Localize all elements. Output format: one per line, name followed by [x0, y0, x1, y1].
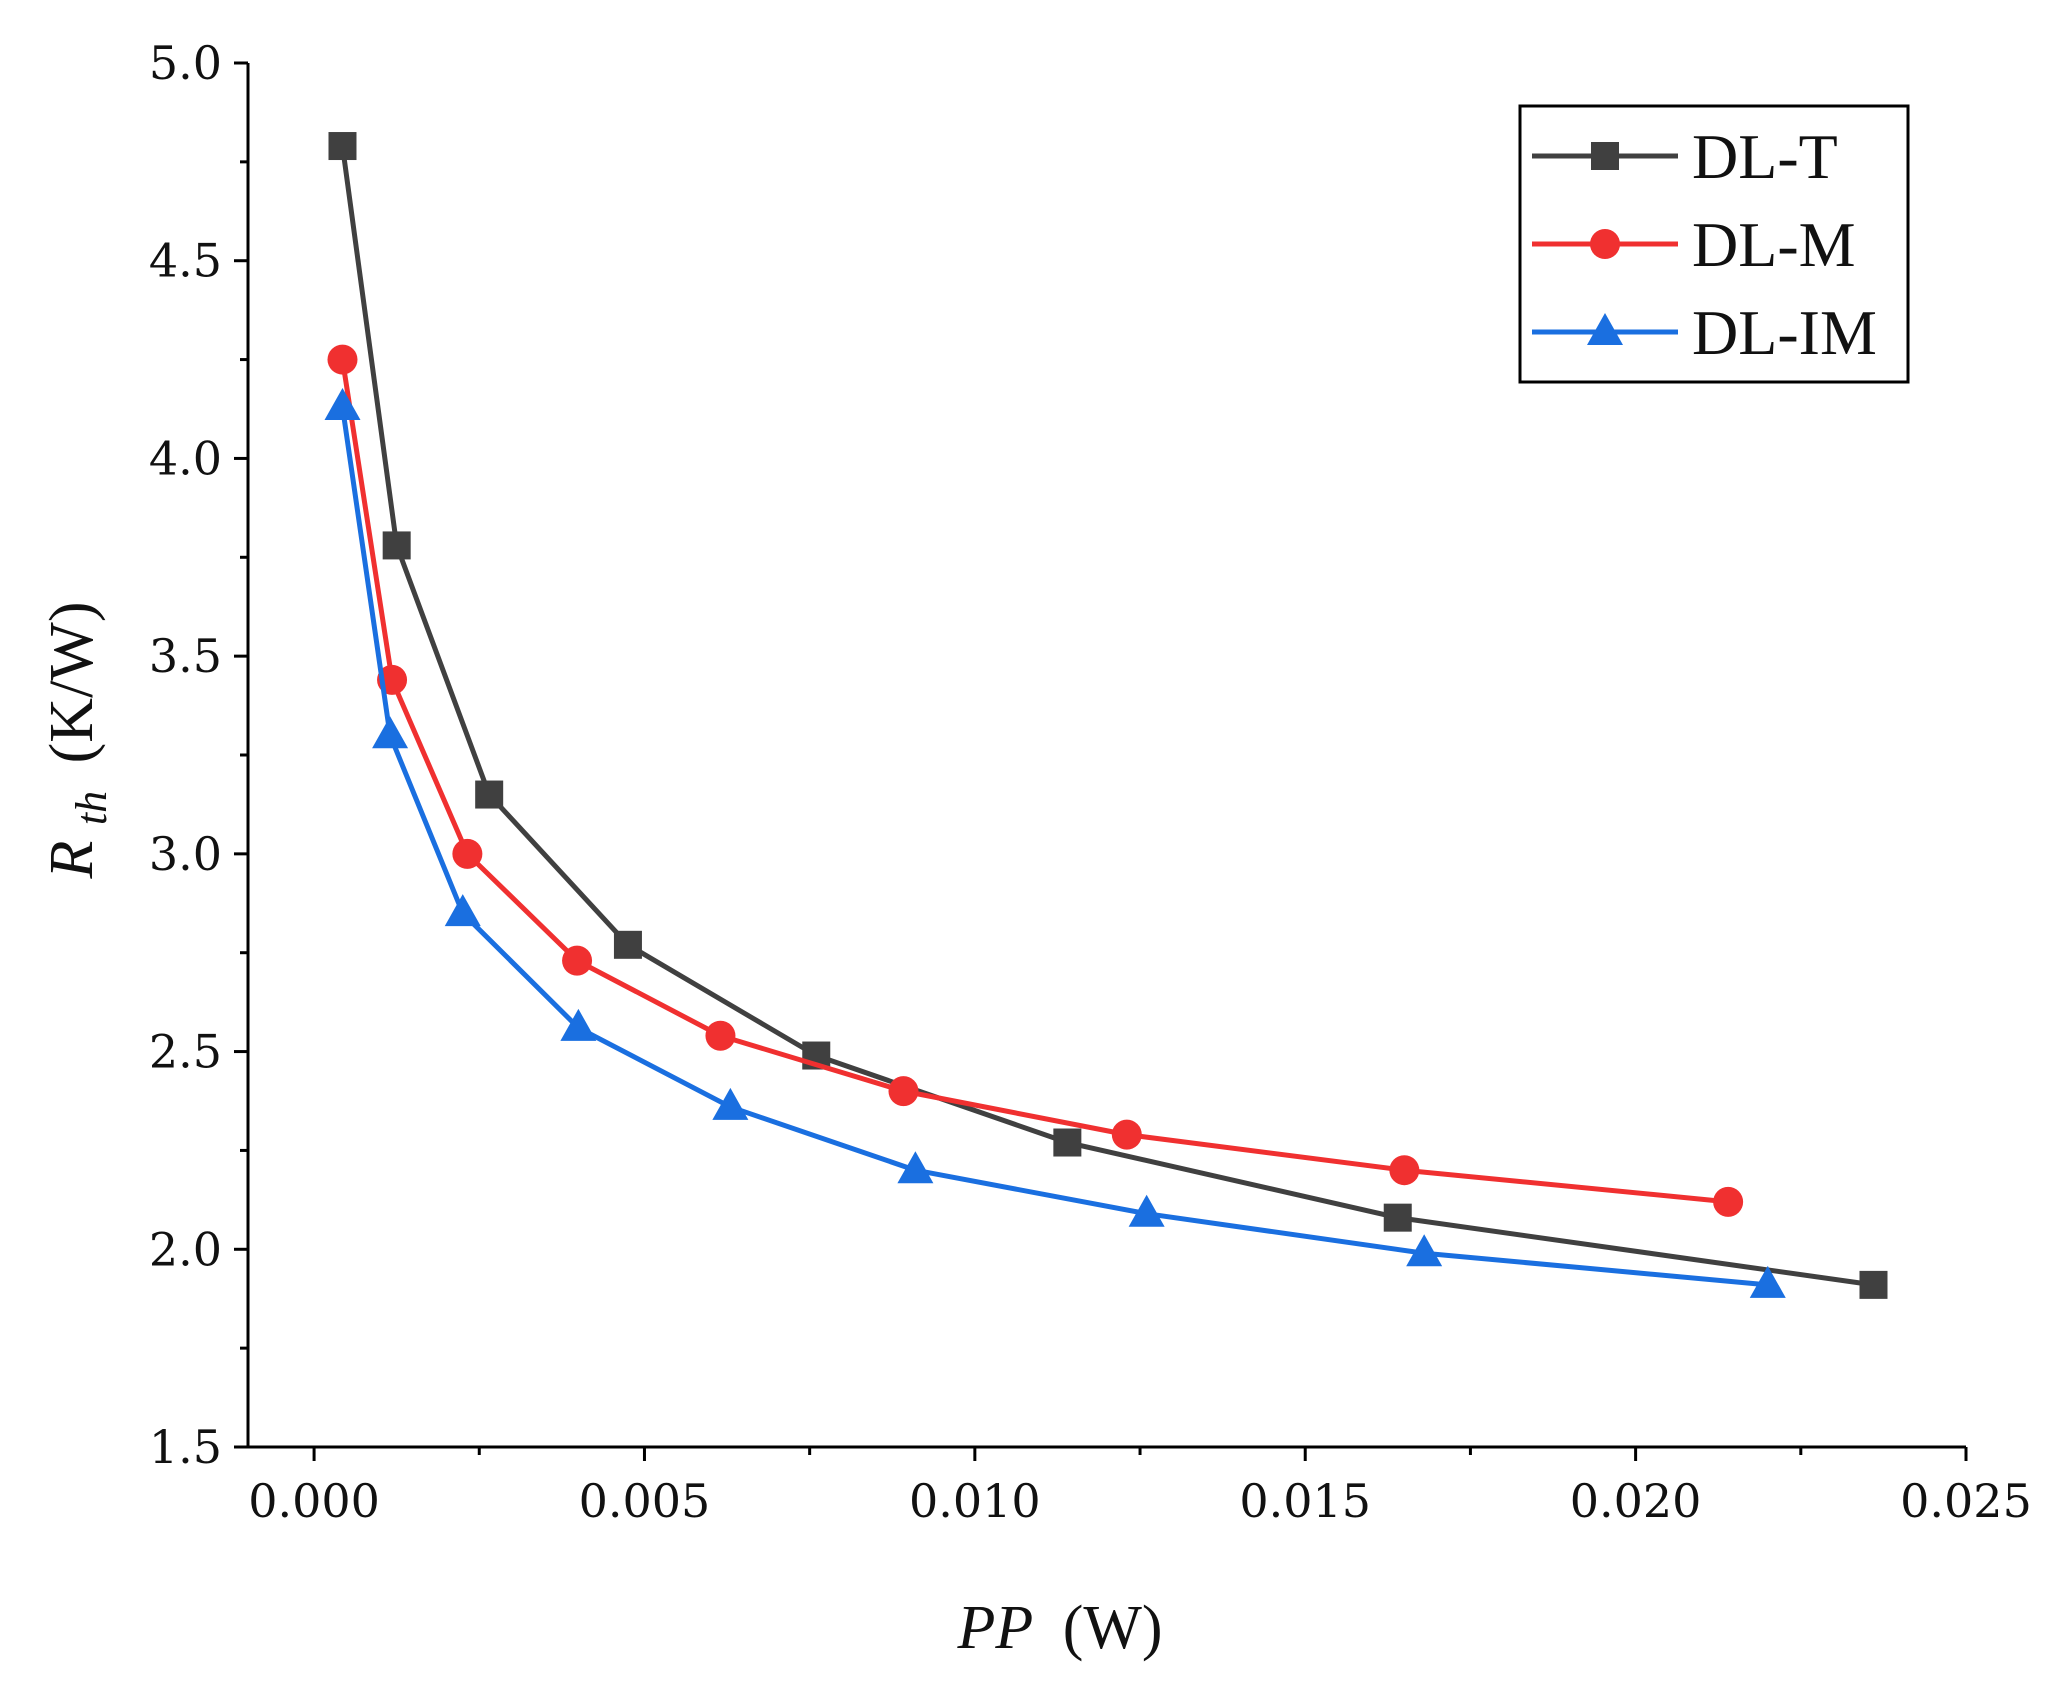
- data-point-dl-m: [562, 945, 593, 976]
- data-point-dl-m: [327, 344, 358, 375]
- legend-label-dl-m: DL-M: [1692, 209, 1856, 280]
- axes: 1.5 2.0 2.5 3.0 3.5 4.0 4.5 5.0 0.000 0.005 0.010 0…: [149, 36, 2032, 1528]
- data-point-dl-im: [372, 716, 409, 749]
- y-tick-label: 3.0: [149, 827, 222, 881]
- y-tick-label: 1.5: [149, 1420, 222, 1474]
- series-dl-m: [327, 344, 1744, 1217]
- data-point-dl-im: [1749, 1265, 1786, 1298]
- y-tick-label: 4.5: [149, 234, 222, 288]
- data-point-dl-t: [1053, 1128, 1082, 1157]
- legend-label-dl-t: DL-T: [1692, 121, 1838, 192]
- series-line-dl-t: [340, 145, 1874, 1288]
- y-axis-title-unit: (K/W): [38, 602, 106, 764]
- y-tick-label: 4.0: [149, 431, 222, 485]
- legend-marker-dl-im: [1587, 313, 1623, 345]
- legend-marker-dl-m: [1590, 229, 1620, 259]
- data-point-dl-im: [1406, 1234, 1443, 1267]
- data-point-dl-m: [888, 1076, 919, 1107]
- data-point-dl-im: [712, 1087, 749, 1120]
- x-tick-label: 0.020: [1570, 1474, 1702, 1528]
- x-tick-label: 0.005: [579, 1474, 711, 1528]
- data-point-dl-m: [1111, 1119, 1142, 1150]
- y-tick-label: 2.5: [149, 1025, 222, 1079]
- y-axis-title-sub: th: [67, 791, 116, 825]
- data-point-dl-t: [382, 531, 411, 560]
- series-dl-t: [328, 132, 1888, 1299]
- axis-titles: PP (W) R th (K/W): [38, 602, 1163, 1662]
- data-point-dl-t: [1383, 1203, 1412, 1232]
- data-point-dl-im: [324, 388, 361, 421]
- y-axis-title: R th (K/W): [38, 602, 120, 880]
- legend-label-dl-im: DL-IM: [1692, 297, 1877, 368]
- y-tick-label: 3.5: [149, 629, 222, 683]
- y-axis-title-var: R: [38, 841, 106, 880]
- data-point-dl-im: [444, 894, 481, 927]
- data-point-dl-t: [328, 132, 357, 161]
- series-line-dl-m: [340, 359, 1729, 1205]
- x-axis-title: PP (W): [956, 1594, 1162, 1662]
- legend: DL-T DL-M DL-IM: [1518, 104, 1910, 384]
- data-point-dl-t: [1859, 1270, 1888, 1299]
- data-point-dl-m: [705, 1020, 736, 1051]
- x-axis-title-unit: (W): [1063, 1594, 1163, 1662]
- data-point-dl-im: [897, 1151, 934, 1184]
- y-tick-label: 5.0: [149, 36, 222, 90]
- x-tick-label: 0.025: [1900, 1474, 2032, 1528]
- series-dl-im: [324, 388, 1786, 1298]
- x-tick-label: 0.000: [248, 1474, 380, 1528]
- x-axis-title-var: PP: [956, 1594, 1033, 1662]
- data-point-dl-m: [1713, 1186, 1744, 1217]
- data-point-dl-im: [1128, 1194, 1165, 1227]
- data-point-dl-t: [613, 930, 642, 959]
- data-point-dl-m: [452, 838, 483, 869]
- x-tick-label: 0.010: [909, 1474, 1041, 1528]
- data-point-dl-t: [475, 780, 504, 809]
- data-point-dl-im: [560, 1008, 597, 1041]
- series-layer: [324, 132, 1888, 1299]
- data-point-dl-m: [1389, 1155, 1420, 1186]
- legend-marker-dl-t: [1591, 142, 1619, 170]
- x-tick-label: 0.015: [1239, 1474, 1371, 1528]
- y-tick-label: 2.0: [149, 1222, 222, 1276]
